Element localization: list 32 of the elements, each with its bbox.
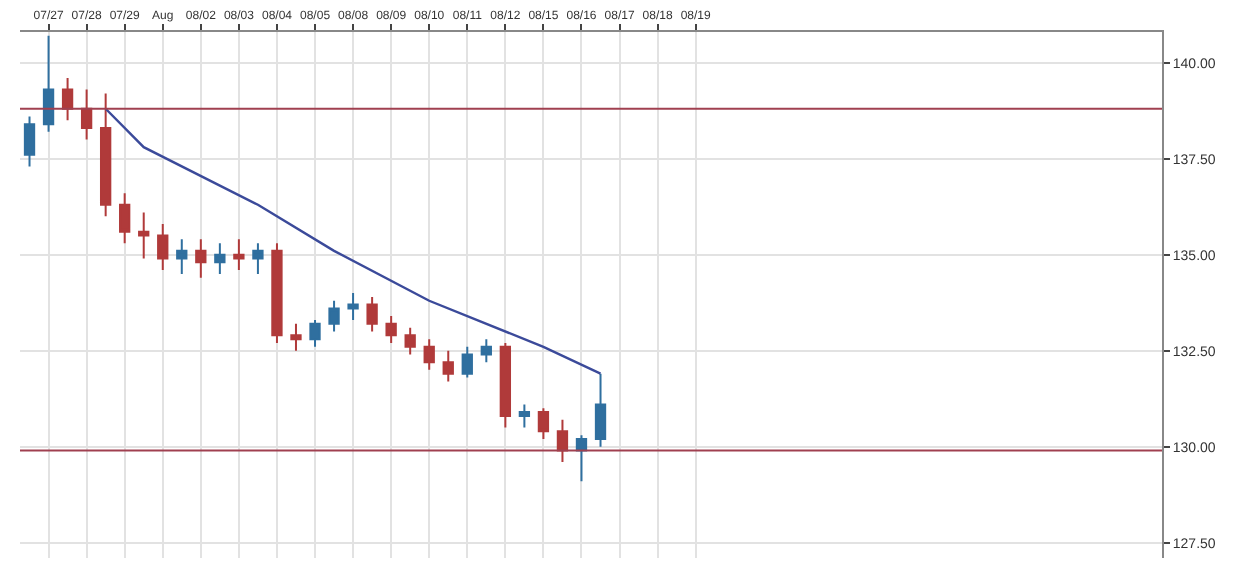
candlestick [61,77,74,122]
candlestick [575,434,588,483]
candlestick [518,403,531,429]
candlestick [99,92,112,218]
candlestick [385,315,397,344]
candlestick [480,338,492,364]
candlestick [442,349,454,383]
candlestick [594,372,607,448]
candlestick [138,211,150,260]
candlestick [233,238,245,272]
candlestick [404,326,416,356]
candlestick [157,222,169,272]
candlestick [195,238,207,279]
candlestick [328,299,340,333]
candlestick [214,242,226,275]
candlestick [23,115,36,168]
candlestick [423,338,435,371]
candlestick [537,407,550,440]
candlestick [499,342,512,429]
candlestick [119,192,131,245]
candlestick [347,292,359,321]
candlestick [290,322,302,352]
candlestick [80,88,93,141]
candlestick [42,34,55,133]
candlestick [556,418,569,464]
line-series [104,107,602,375]
candlestick [366,295,378,333]
candlestick [309,318,321,348]
candlestick [176,238,188,275]
candlestick [252,242,264,275]
candlestick [461,345,473,379]
candlestick [271,242,283,344]
